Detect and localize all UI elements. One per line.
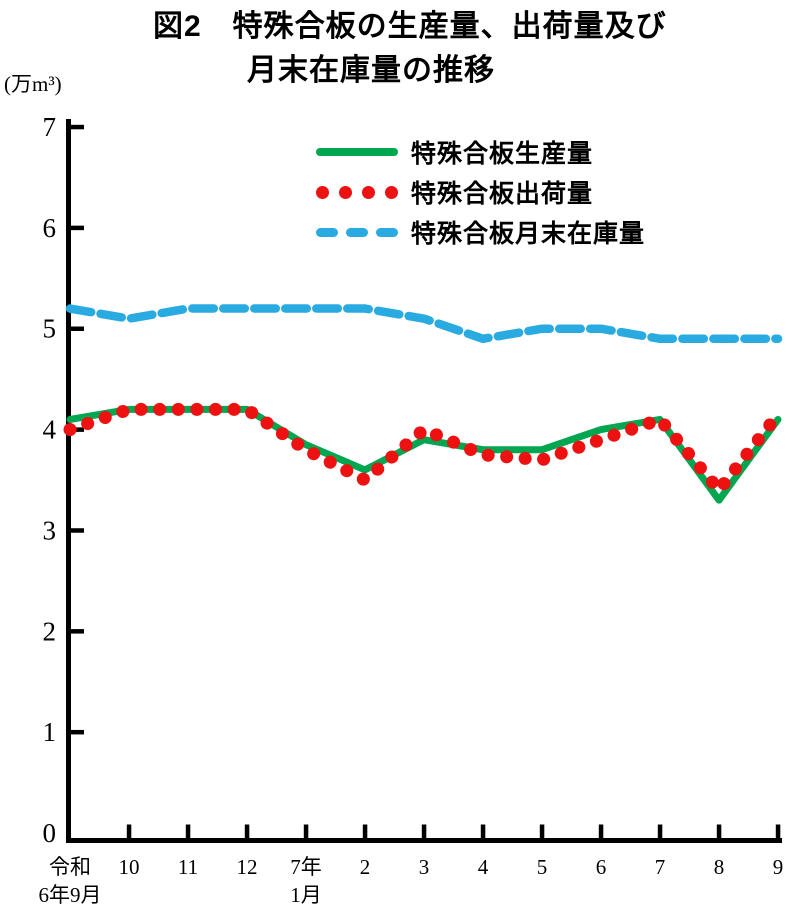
y-axis-tick-labels: 0 1 2 3 4 5 6 7	[43, 112, 57, 848]
x-tick-label: 11	[178, 855, 198, 879]
dotted-line-swatch	[316, 185, 398, 199]
x-tick-label: 12	[237, 855, 258, 879]
x-axis-line	[66, 838, 782, 843]
series-line-0	[66, 405, 782, 504]
y-tick-label: 7	[43, 112, 57, 142]
y-tick-label: 3	[43, 515, 57, 545]
x-tick	[244, 824, 250, 838]
x-tick-label: 8	[714, 855, 725, 879]
x-tick-label: 7	[655, 855, 666, 879]
x-tick	[598, 824, 604, 838]
x-tick-label: 3	[419, 855, 430, 879]
x-tick	[775, 824, 781, 838]
y-tick-label: 0	[43, 818, 57, 848]
x-tick-label: 2	[360, 855, 371, 879]
chart-title-line1: 図2 特殊合板の生産量、出荷量及び	[153, 10, 667, 43]
x-tick	[480, 824, 486, 838]
dashed-line-swatch	[316, 227, 398, 237]
x-axis-ticks	[126, 824, 781, 838]
x-tick	[303, 824, 309, 838]
x-axis-tick-labels: 令和 6年9月 10 11 12 7年 1月 2 3 4 5 6 7 8 9	[39, 855, 784, 907]
x-tick-label: 4	[478, 855, 489, 879]
legend-label-shipment: 特殊合板出荷量	[411, 180, 594, 208]
x-tick-label: 6	[596, 855, 607, 879]
y-tick	[71, 225, 84, 231]
y-axis-line	[66, 119, 71, 843]
y-tick	[71, 427, 84, 432]
series-line-1	[63, 402, 785, 497]
y-tick	[71, 124, 84, 130]
y-tick-label: 4	[43, 415, 57, 445]
x-tick	[716, 824, 722, 838]
legend-label-inventory: 特殊合板月末在庫量	[411, 220, 646, 248]
x-tick	[539, 824, 545, 838]
x-tick-label: 7年	[290, 855, 322, 879]
axes	[66, 119, 782, 843]
x-tick	[185, 824, 191, 838]
y-axis-ticks	[71, 124, 84, 735]
chart-title-line2: 月末在庫量の推移	[247, 54, 495, 87]
x-tick-label: 10	[119, 855, 140, 879]
x-tick-label: 5	[537, 855, 548, 879]
y-tick-label: 2	[43, 616, 57, 646]
y-tick-label: 5	[43, 314, 57, 344]
x-tick	[362, 824, 368, 838]
x-tick	[421, 824, 427, 838]
y-axis-unit-label: (万m³)	[4, 72, 62, 96]
series-line-2	[65, 304, 783, 344]
x-tick-label: 1月	[290, 883, 322, 907]
y-tick	[71, 629, 84, 634]
y-tick	[71, 729, 84, 735]
legend-label-production: 特殊合板生産量	[411, 140, 594, 168]
y-tick-label: 1	[43, 717, 57, 747]
legend-item-inventory: 特殊合板月末在庫量	[316, 212, 645, 252]
x-tick	[657, 824, 663, 838]
legend: 特殊合板生産量 特殊合板出荷量 特殊合板月末在庫量	[316, 132, 645, 252]
x-tick-label: 9	[773, 855, 784, 879]
x-tick-label: 令和	[49, 855, 91, 879]
y-tick	[71, 528, 84, 533]
x-tick-label: 6年9月	[39, 883, 102, 907]
solid-line-swatch	[316, 148, 398, 156]
legend-item-shipment: 特殊合板出荷量	[316, 172, 645, 212]
legend-item-production: 特殊合板生産量	[316, 132, 645, 172]
y-tick-label: 6	[43, 213, 57, 243]
y-tick	[71, 326, 84, 332]
x-tick	[126, 824, 132, 838]
